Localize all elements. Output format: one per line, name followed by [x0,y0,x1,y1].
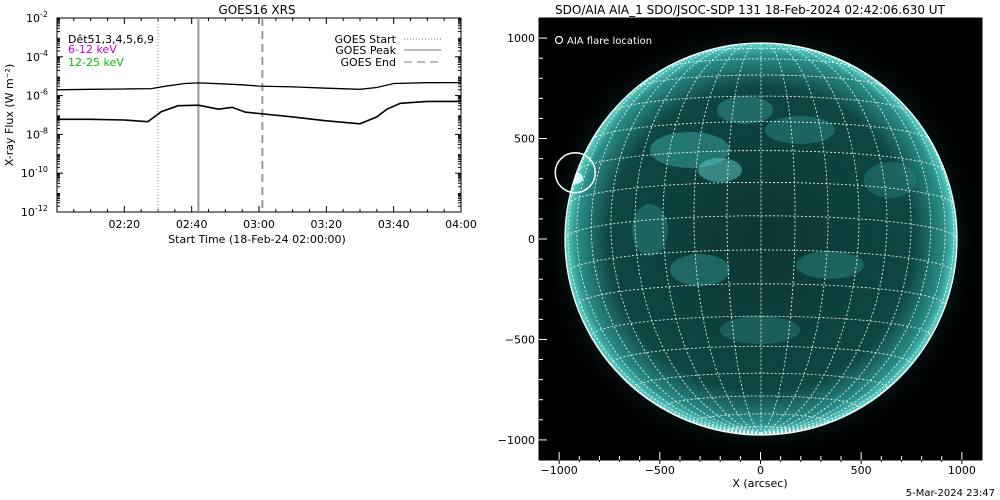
goes-y-tick-exp: -6 [40,88,48,97]
goes-y-tick-exp: -4 [40,49,48,58]
aia-grid-line [636,74,886,88]
goes-y-tick-label: 10-8 [26,126,48,141]
aia-grid-line [693,413,829,425]
goes-x-tick-label: 02:40 [176,218,208,231]
aia-grid-line [760,43,860,434]
goes-x-tick-label: 04:00 [445,218,477,231]
goes-x-tick-label: 02:20 [108,218,140,231]
aia-heliographic-grid [565,43,957,435]
aia-grid-line [591,121,931,140]
goes-event-lines [157,18,264,212]
aia-y-tick-label: −500 [505,333,535,346]
aia-title: SDO/AIA AIA_1 SDO/JSOC-SDP 131 18-Feb-20… [555,3,946,17]
aia-y-tick-label: 1000 [507,32,535,45]
aia-grid-line [567,249,955,273]
goes-plot-title: GOES16 XRS [218,3,295,17]
legend-6-12-kev: 6-12 keV [68,43,117,56]
aia-active-regions [567,96,916,344]
goes-y-tick-exp: -10 [35,165,48,174]
legend-12-25-kev: 12-25 keV [68,56,124,69]
aia-flare-marker [554,151,596,194]
aia-y-tick-label: 500 [514,133,535,146]
goes-curve-short [57,100,461,125]
aia-grid-line [565,238,762,434]
aia-x-tick-label: −500 [645,464,675,477]
goes-y-tick-label: 10-6 [26,88,48,103]
aia-grid-line [611,95,911,113]
goes-ylabel: X-ray Flux (W m⁻²) [3,64,16,166]
aia-grid-line [634,372,888,390]
goes-y-tick-base: 10 [21,206,35,219]
aia-grid-line [590,315,932,338]
aia-y-tick-label: −1000 [498,434,535,447]
aia-xlabel: X (arcsec) [732,477,787,490]
goes-y-tick-label: 10-2 [26,10,48,25]
goes-y-tick-exp: -12 [35,204,48,213]
aia-grid-line [567,181,955,205]
goes-plot-frame [56,17,462,213]
legend-goes-peak: GOES Peak [335,44,396,57]
aia-grid-line [567,78,762,434]
aia-grid-line [610,45,762,434]
goes-y-tick-base: 10 [26,90,40,103]
aia-grid-line [662,395,860,410]
aia-grid-line [760,433,765,435]
aia-grid-line [760,54,946,434]
aia-grid-line [726,43,762,434]
goes-y-tick-exp: -8 [40,126,48,135]
goes-y-tick-exp: -2 [40,10,48,19]
aia-sun-disk [565,43,957,435]
goes-x-ticks: 02:20 02:40 03:00 03:20 03:40 04:00 [56,18,477,231]
goes-legend-right: GOES Start GOES Peak GOES End [335,33,441,69]
aia-grid-line [610,345,912,366]
aia-legend-text: AIA flare location [567,36,652,47]
aia-grid-line [576,54,762,434]
aia-grid-line [760,45,912,434]
goes-curves [56,81,462,125]
aia-y-tick-label: 0 [528,233,535,246]
aia-x-tick-label: 0 [757,464,764,477]
aia-grid-line [664,58,858,69]
goes-y-tick-label: 10-4 [26,49,48,64]
goes-x-tick-label: 03:40 [378,218,410,231]
aia-x-ticks: −1000 −500 0 500 1000 [541,452,976,477]
aia-legend-marker [554,35,564,45]
goes-y-tick-base: 10 [26,51,40,64]
legend-goes-end: GOES End [340,56,396,69]
aia-grid-line [760,43,796,434]
goes-x-tick-label: 03:20 [310,218,342,231]
legend-detectors: Dêt51,3,4,5,6,9 [68,33,154,46]
legend-goes-start: GOES Start [335,33,397,46]
aia-grid-line [662,43,762,434]
aia-x-tick-label: 500 [851,464,872,477]
aia-footer-date: 5-Mar-2024 23:47 [906,488,995,499]
aia-x-tick-label: −1000 [541,464,578,477]
goes-y-tick-label: 10-10 [21,165,48,180]
aia-grid-line [634,43,762,434]
goes-y-tick-base: 10 [26,12,40,25]
goes-xlabel: Start Time (18-Feb-24 02:00:00) [168,233,346,246]
aia-grid-line [726,426,796,434]
aia-x-tick-label: 1000 [948,464,976,477]
aia-y-ticks: −1000 −500 0 500 1000 [498,32,547,447]
goes-x-tick-label: 03:00 [243,218,275,231]
goes-y-tick-base: 10 [21,167,35,180]
goes-legend-left: Dêt51,3,4,5,6,9 6-12 keV 12-25 keV [68,33,154,69]
goes-y-tick-label: 10-12 [21,204,48,219]
aia-grid-line [760,78,955,434]
goes-y-tick-base: 10 [26,128,40,141]
aia-grid-line [760,43,829,434]
aia-grid-line [760,238,957,434]
goes-ylabel-text: X-ray Flux (W m⁻²) [3,64,16,166]
aia-grid-line [760,43,888,434]
aia-grid-line [693,43,762,434]
goes-curve-long [56,81,462,91]
aia-limb [564,42,958,436]
